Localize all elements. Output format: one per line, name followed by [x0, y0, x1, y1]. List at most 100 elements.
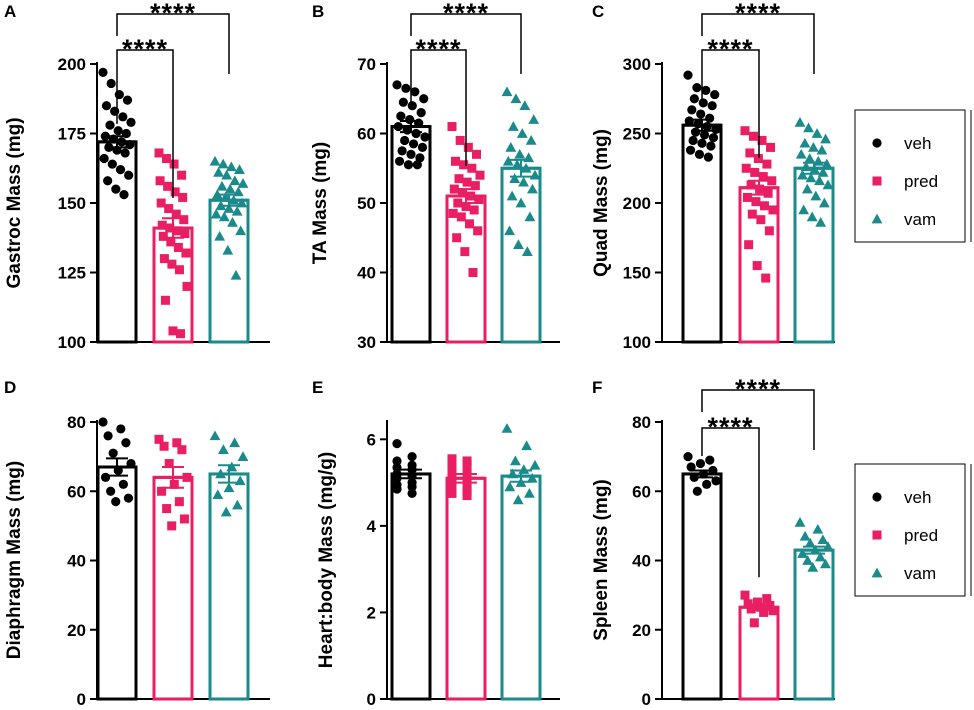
y-tick-label: 2 — [367, 603, 376, 622]
data-point-vam — [527, 183, 538, 194]
y-axis-title: Diaphragm Mass (mg) — [4, 461, 25, 659]
data-point-vam — [209, 430, 221, 441]
data-point-pred — [474, 195, 484, 205]
bar-vam — [208, 472, 250, 701]
legend-marker-vam — [871, 213, 883, 224]
data-point-pred — [168, 326, 178, 336]
data-point-veh — [410, 87, 420, 97]
data-point-vam — [501, 423, 513, 433]
data-point-vam — [237, 178, 249, 188]
data-point-vam — [816, 144, 828, 155]
data-point-veh — [420, 132, 430, 142]
data-point-veh — [401, 83, 411, 93]
data-point-veh — [707, 101, 717, 111]
data-point-vam — [209, 155, 221, 166]
data-point-veh — [710, 89, 720, 100]
y-tick-label: 0 — [77, 690, 86, 709]
data-point-veh — [711, 476, 721, 486]
y-tick-label: 50 — [357, 194, 376, 213]
data-point-veh — [407, 101, 417, 111]
legend-marker-veh — [872, 492, 882, 502]
data-point-pred — [741, 163, 751, 173]
significance-label: **** — [735, 374, 781, 404]
data-point-pred — [173, 242, 183, 252]
data-point-pred — [750, 167, 760, 177]
data-point-pred — [172, 226, 182, 236]
data-point-pred — [459, 160, 469, 170]
data-point-veh — [103, 431, 113, 441]
data-point-veh — [114, 89, 124, 100]
data-point-pred — [765, 601, 775, 611]
data-point-vam — [521, 246, 533, 256]
data-point-pred — [766, 142, 776, 152]
data-point-veh — [695, 458, 706, 469]
data-point-veh — [701, 85, 711, 96]
data-point-pred — [154, 434, 164, 444]
data-point-pred — [167, 259, 177, 269]
data-point-vam — [529, 459, 541, 470]
data-point-veh — [397, 146, 407, 156]
data-point-pred — [470, 181, 480, 191]
data-point-vam — [234, 164, 245, 174]
data-point-pred — [762, 159, 772, 169]
data-point-pred — [462, 177, 472, 187]
legend-box — [854, 463, 966, 597]
data-point-veh — [392, 80, 402, 90]
data-point-vam — [519, 100, 531, 111]
data-point-pred — [768, 205, 778, 215]
data-point-vam — [810, 190, 822, 201]
legend: veh pred vam — [854, 109, 972, 243]
data-point-vam — [232, 499, 243, 510]
data-point-vam — [814, 551, 826, 562]
data-point-veh — [115, 165, 126, 175]
y-tick-label: 100 — [58, 333, 86, 352]
data-point-vam — [225, 161, 237, 172]
y-axis-title: TA Mass (mg) — [310, 142, 331, 264]
data-point-veh — [119, 190, 129, 200]
data-point-vam — [505, 142, 517, 152]
data-point-vam — [506, 190, 518, 201]
data-point-pred — [465, 219, 474, 229]
data-point-vam — [811, 128, 823, 138]
panel-c: C Quad Mass (mg) 100 150 200 250 300 **** **** — [591, 0, 835, 352]
data-point-vam — [504, 225, 515, 236]
data-point-veh — [392, 484, 402, 494]
data-point-pred — [170, 187, 180, 197]
data-point-veh — [126, 117, 136, 127]
significance-label: **** — [707, 34, 753, 64]
data-point-vam — [803, 122, 814, 133]
data-point-pred — [463, 142, 473, 152]
bar-veh — [390, 472, 432, 701]
data-point-vam — [817, 534, 829, 545]
data-point-vam — [237, 451, 249, 461]
data-point-veh — [398, 97, 408, 107]
y-tick-label: 60 — [632, 482, 651, 501]
data-point-pred — [181, 248, 191, 258]
bar-veh — [681, 123, 723, 344]
data-point-veh — [121, 438, 131, 448]
data-point-pred — [164, 204, 174, 214]
data-point-pred — [164, 459, 174, 469]
significance-label: **** — [122, 34, 168, 64]
data-point-pred — [758, 172, 768, 182]
data-point-vam — [223, 482, 235, 493]
legend-label: veh — [904, 488, 931, 507]
data-point-veh — [99, 153, 109, 164]
data-point-pred — [475, 170, 485, 180]
significance-bracket — [701, 427, 760, 578]
data-point-vam — [798, 204, 810, 215]
data-point-pred — [746, 180, 756, 190]
y-axis-title: Gastroc Mass (mg) — [4, 117, 25, 288]
data-point-vam — [805, 172, 817, 183]
y-tick-label: 80 — [67, 413, 86, 432]
data-point-veh — [100, 472, 111, 482]
panel-e: E Heart:body Mass (mg/g) 0 2 4 6 — [312, 378, 560, 709]
data-point-pred — [176, 329, 186, 339]
legend-label: vam — [904, 210, 936, 229]
panel-f: F Spleen Mass (mg) 0 20 40 60 80 **** **** — [591, 374, 835, 709]
data-point-vam — [235, 225, 247, 236]
y-tick-label: 125 — [58, 264, 86, 283]
data-point-vam — [799, 530, 811, 541]
data-point-pred — [740, 590, 750, 600]
data-point-veh — [411, 128, 421, 139]
